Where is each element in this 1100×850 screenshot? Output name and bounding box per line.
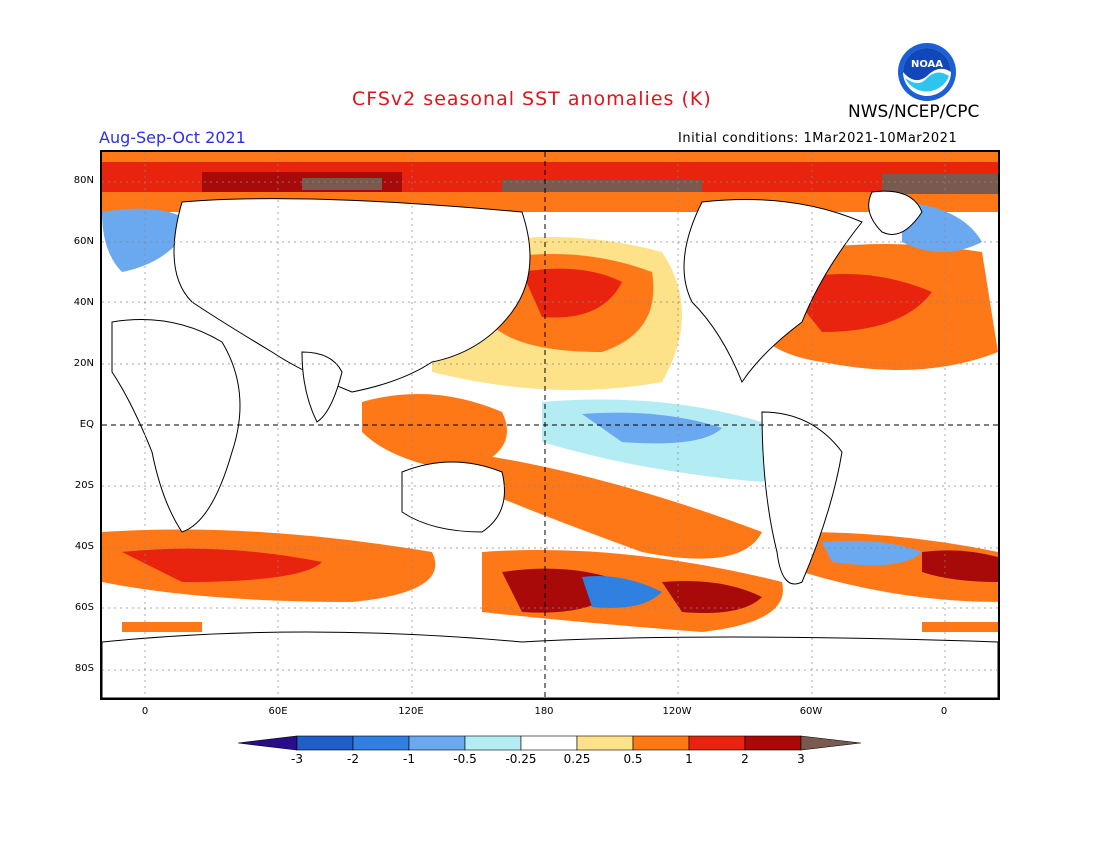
lon-label: 0 xyxy=(940,706,948,717)
colorbar-box xyxy=(352,735,410,751)
colorbar-box xyxy=(744,735,802,751)
colorbar-label: 0.25 xyxy=(563,752,591,766)
lat-label: 20N xyxy=(73,358,94,369)
colorbar-label: -0.5 xyxy=(453,752,477,766)
colorbar-box xyxy=(296,735,354,751)
lat-label: 40N xyxy=(73,297,94,308)
colorbar-box xyxy=(688,735,746,751)
lon-label: 60W xyxy=(799,706,823,717)
lat-label: 60S xyxy=(74,602,94,613)
lon-label: 120W xyxy=(662,706,692,717)
colorbar-low-arrow xyxy=(238,735,298,751)
lat-label: 60N xyxy=(73,236,94,247)
lat-label: EQ xyxy=(79,419,94,430)
gridlines xyxy=(102,152,998,698)
lat-label: 80N xyxy=(73,175,94,186)
svg-text:NOAA: NOAA xyxy=(911,59,943,70)
map-title: CFSv2 seasonal SST anomalies (K) xyxy=(352,88,712,110)
lon-label: 180 xyxy=(534,706,554,717)
colorbar-box xyxy=(520,735,578,751)
colorbar-box xyxy=(408,735,466,751)
colorbar-label: 0.5 xyxy=(623,752,643,766)
lon-label: 0 xyxy=(141,706,149,717)
colorbar-label: -2 xyxy=(347,752,359,766)
forecast-period: Aug-Sep-Oct 2021 xyxy=(99,128,246,147)
lat-label: 20S xyxy=(74,480,94,491)
colorbar-label: 1 xyxy=(685,752,693,766)
colorbar-box xyxy=(464,735,522,751)
colorbar-box xyxy=(632,735,690,751)
colorbar-label: -0.25 xyxy=(505,752,537,766)
noaa-logo: NOAA xyxy=(898,43,956,101)
colorbar-label: -3 xyxy=(291,752,303,766)
lat-label: 40S xyxy=(74,541,94,552)
organization-label: NWS/NCEP/CPC xyxy=(848,102,980,122)
sst-anomaly-map xyxy=(100,150,1000,700)
colorbar-label: -1 xyxy=(403,752,415,766)
colorbar-high-arrow xyxy=(800,735,862,751)
colorbar-label: 3 xyxy=(797,752,805,766)
colorbar-label: 2 xyxy=(741,752,749,766)
lat-label: 80S xyxy=(74,663,94,674)
initial-conditions: Initial conditions: 1Mar2021-10Mar2021 xyxy=(678,131,958,146)
map-canvas xyxy=(102,152,998,698)
colorbar xyxy=(238,735,862,751)
continents xyxy=(102,190,998,698)
lon-label: 120E xyxy=(398,706,424,717)
lon-label: 60E xyxy=(268,706,288,717)
colorbar-box xyxy=(576,735,634,751)
